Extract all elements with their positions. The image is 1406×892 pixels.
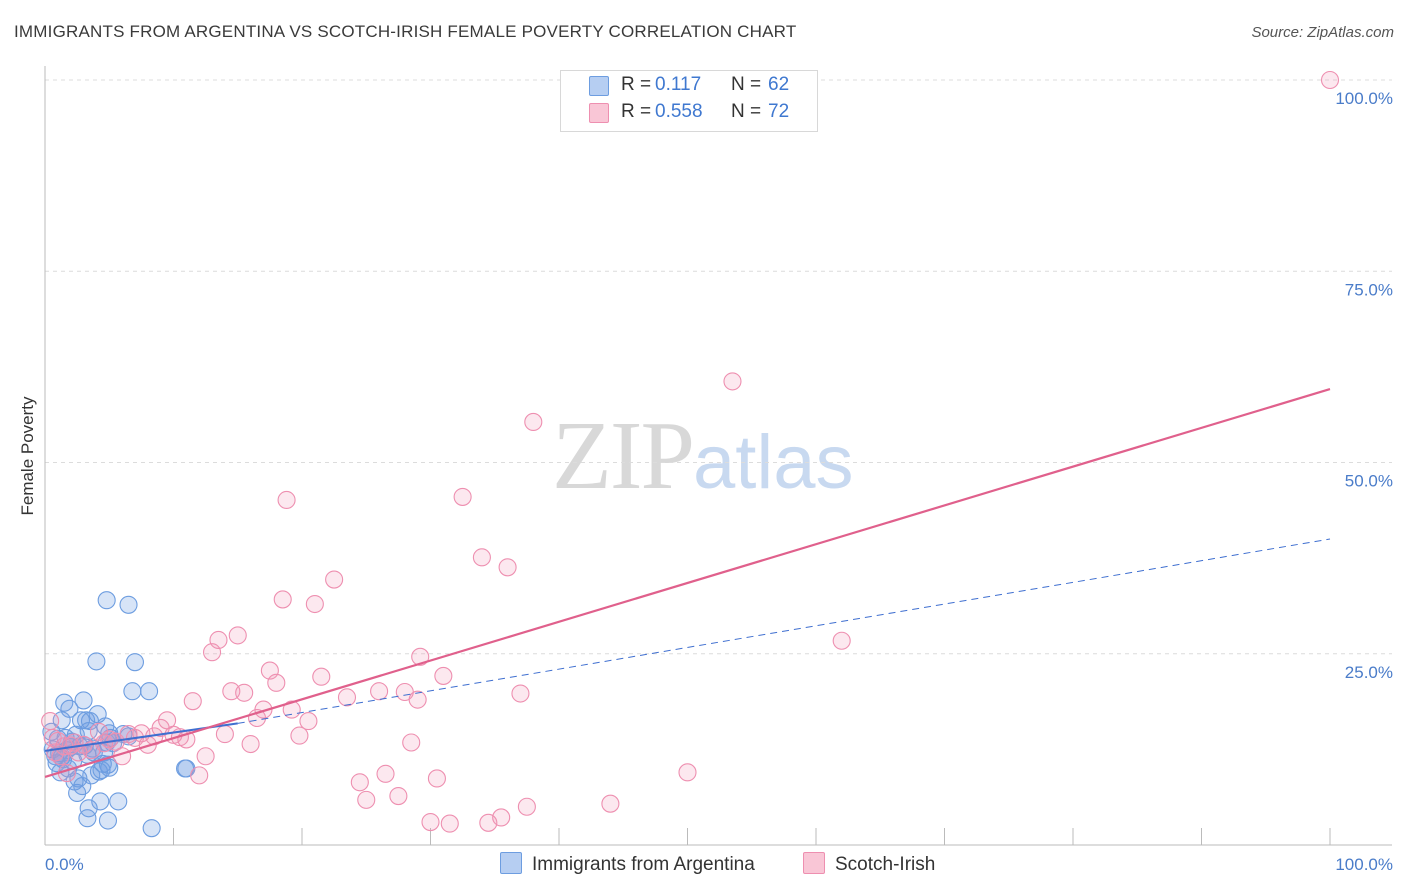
argentina-point: [60, 699, 79, 718]
scotch-irish-point: [376, 764, 395, 783]
tick-labels: 25.0% 50.0% 75.0% 100.0% 0.0% 100.0%: [45, 89, 1393, 874]
scotch-irish-point: [434, 666, 453, 685]
scotch-irish-point: [337, 688, 357, 707]
legend-n-value: 62: [768, 74, 790, 95]
argentina-point: [142, 819, 161, 838]
legend-r-value: 0.117: [655, 74, 702, 95]
correlation-legend: R = 0.117 N = 62 R = 0.558 N = 72: [560, 70, 818, 132]
scotch-irish-point: [678, 763, 697, 782]
legend-n-key: N =: [731, 74, 762, 95]
scotch-irish-point: [472, 548, 491, 567]
scotch-irish-point: [290, 726, 309, 745]
scotch-irish-point: [723, 372, 742, 391]
scotch-irish-point: [370, 682, 389, 701]
watermark: ZIPatlas: [552, 400, 854, 512]
legend-n-value: 72: [768, 101, 790, 122]
x-tick-label: 0.0%: [45, 855, 84, 874]
scotch-irish-point: [402, 733, 421, 752]
scotch-irish-point: [524, 412, 543, 432]
argentina-point: [97, 591, 116, 610]
legend-row-scotch-irish: R = 0.558 N = 72: [561, 100, 817, 126]
scotch-irish-point: [277, 490, 296, 510]
argentina-point: [79, 799, 98, 818]
source-label: Source: ZipAtlas.com: [1251, 24, 1394, 41]
scotch-irish-point: [41, 712, 60, 731]
data-points: [41, 70, 1340, 838]
scotch-irish-point: [196, 747, 215, 766]
scotch-irish-point: [89, 722, 109, 741]
axes: [44, 66, 1392, 846]
scotch-irish-point: [299, 712, 318, 731]
scotch-irish-point: [389, 786, 408, 806]
legend-swatch-argentina: [589, 76, 609, 96]
legend-swatch-scotch-irish: [589, 103, 609, 123]
watermark-zip: ZIP: [552, 402, 695, 510]
argentina-point: [91, 792, 110, 811]
y-tick-label: 25.0%: [1345, 663, 1393, 682]
scotch-irish-point: [190, 766, 209, 785]
legend-row-argentina: R = 0.117 N = 62: [561, 73, 817, 99]
scotch-irish-point: [312, 667, 331, 686]
bottom-legend-scotch-irish: Scotch-Irish: [803, 852, 935, 876]
legend-n-key: N =: [731, 101, 762, 122]
scotch-irish-point: [408, 690, 427, 709]
bottom-legend-label-argentina: Immigrants from Argentina: [532, 854, 755, 875]
bottom-legend-swatch-scotch-irish: [803, 852, 825, 874]
y-tick-label: 100.0%: [1335, 89, 1393, 108]
scotch-irish-point: [1320, 70, 1340, 90]
scotch-irish-point: [235, 683, 254, 702]
scotch-irish-point: [517, 797, 536, 816]
legend-r-value: 0.558: [655, 101, 703, 122]
scotch-irish-point: [601, 794, 620, 813]
legend-r-key: R =: [621, 101, 652, 122]
scotch-irish-point: [282, 700, 301, 719]
scotch-irish-point: [511, 684, 530, 703]
grid-lines: [45, 79, 1392, 655]
argentina-point: [98, 811, 118, 830]
scotch-irish-point: [832, 631, 851, 650]
argentina-point: [74, 691, 93, 710]
argentina-point: [78, 809, 97, 828]
argentina-point: [140, 682, 159, 701]
scotch-irish-point: [492, 808, 511, 827]
trend-lines: [44, 388, 1331, 778]
scotch-irish-point: [183, 692, 202, 711]
argentina-point: [123, 682, 142, 701]
scotch-irish-point: [325, 570, 344, 589]
scotch-irish-point: [215, 725, 234, 744]
scotch-irish-point: [427, 769, 446, 788]
bottom-legend-argentina: Immigrants from Argentina: [500, 852, 755, 876]
scotch-irish-point: [453, 487, 472, 506]
scotch-irish-point: [350, 773, 369, 792]
argentina-point: [100, 758, 119, 777]
scotch-irish-trend: [44, 388, 1331, 778]
legend-r-key: R =: [621, 74, 652, 95]
x-tick-label: 100.0%: [1335, 855, 1393, 874]
argentina-trend-dashed: [237, 538, 1331, 724]
argentina-point: [79, 721, 98, 741]
bottom-legend-label-scotch-irish: Scotch-Irish: [835, 854, 936, 875]
scotch-irish-point: [305, 594, 324, 614]
scotch-irish-point: [440, 814, 459, 833]
y-tick-label: 75.0%: [1345, 280, 1393, 299]
argentina-point: [87, 652, 106, 671]
scotch-irish-point: [228, 626, 247, 645]
argentina-point: [119, 595, 138, 614]
scotch-irish-point: [273, 590, 292, 609]
argentina-point: [98, 755, 118, 774]
argentina-point: [109, 792, 128, 811]
bottom-legend-swatch-argentina: [500, 852, 522, 874]
scotch-irish-point: [357, 790, 376, 809]
scotch-irish-point: [241, 734, 260, 754]
scotch-irish-point: [411, 647, 430, 666]
y-tick-label: 50.0%: [1345, 472, 1393, 491]
argentina-point: [125, 653, 144, 672]
chart-title: IMMIGRANTS FROM ARGENTINA VS SCOTCH-IRIS…: [14, 22, 797, 41]
scotch-irish-point: [254, 700, 273, 719]
scotch-irish-point: [498, 558, 517, 577]
scotch-irish-point: [209, 630, 228, 650]
scotch-irish-point: [267, 673, 286, 692]
scotch-irish-point: [421, 812, 440, 832]
